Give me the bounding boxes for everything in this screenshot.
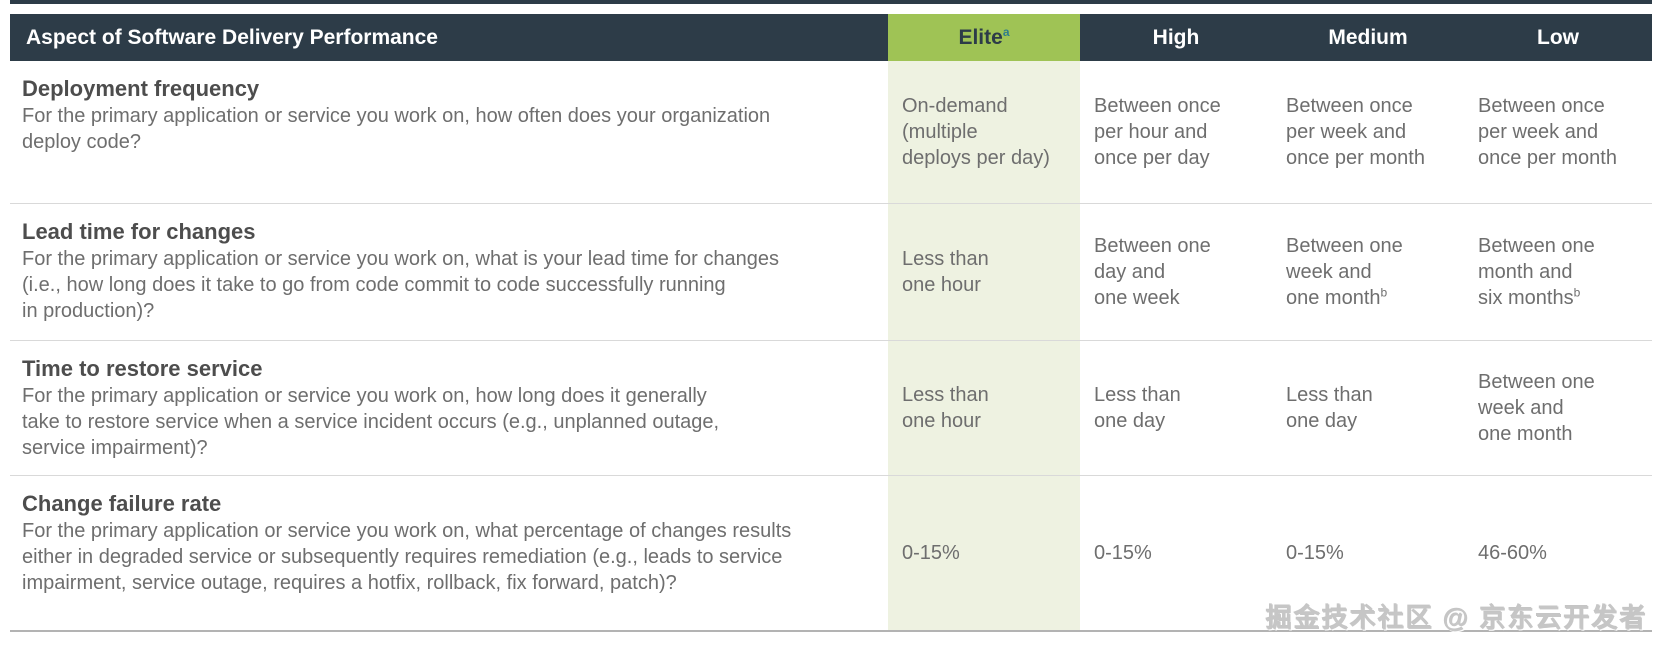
cell-value: On-demand (multiple deploys per day) xyxy=(902,95,1050,169)
low-value-cell: Between once per week and once per month xyxy=(1464,61,1652,203)
medium-value-cell: 0-15% xyxy=(1272,476,1464,630)
software-delivery-performance-table: Aspect of Software Delivery Performance … xyxy=(10,14,1652,632)
medium-header-label: Medium xyxy=(1328,25,1408,49)
table-body: Deployment frequency For the primary app… xyxy=(10,61,1652,632)
cell-value: 0-15% xyxy=(902,542,960,564)
high-value-cell: Between once per hour and once per day xyxy=(1080,61,1272,203)
aspect-header-label: Aspect of Software Delivery Performance xyxy=(26,25,438,49)
row-description: For the primary application or service y… xyxy=(22,520,792,594)
aspect-cell: Time to restore service For the primary … xyxy=(10,341,888,475)
aspect-cell: Change failure rate For the primary appl… xyxy=(10,476,888,630)
table-row-time-to-restore-service: Time to restore service For the primary … xyxy=(10,340,1652,475)
table-header-row: Aspect of Software Delivery Performance … xyxy=(10,14,1652,61)
cell-value: 0-15% xyxy=(1094,542,1152,564)
aspect-cell: Deployment frequency For the primary app… xyxy=(10,61,888,203)
cell-value: 46-60% xyxy=(1478,542,1547,564)
elite-header-label: Elitea xyxy=(958,24,1010,49)
cell-value: Between one week and one month xyxy=(1478,371,1595,445)
medium-value-cell: Between once per week and once per month xyxy=(1272,61,1464,203)
elite-value-cell: 0-15% xyxy=(888,476,1080,630)
cell-value: 0-15% xyxy=(1286,542,1344,564)
high-header-label: High xyxy=(1152,25,1200,49)
cell-value: Less than one hour xyxy=(902,248,989,296)
cell-value: Less than one hour xyxy=(902,384,989,432)
column-header-high: High xyxy=(1080,14,1272,61)
footnote-marker-b: b xyxy=(1573,285,1581,300)
aspect-cell: Lead time for changes For the primary ap… xyxy=(10,204,888,340)
row-description: For the primary application or service y… xyxy=(22,105,771,153)
table-row-change-failure-rate: Change failure rate For the primary appl… xyxy=(10,475,1652,630)
column-header-elite: Elitea xyxy=(888,14,1080,61)
high-value-cell: 0-15% xyxy=(1080,476,1272,630)
cell-value: Between one week and one monthb xyxy=(1286,235,1403,309)
top-accent-bar xyxy=(10,0,1652,4)
elite-value-cell: Less than one hour xyxy=(888,204,1080,340)
row-title: Time to restore service xyxy=(22,356,263,381)
table-row-lead-time-for-changes: Lead time for changes For the primary ap… xyxy=(10,203,1652,340)
low-header-label: Low xyxy=(1537,25,1579,49)
row-description: For the primary application or service y… xyxy=(22,248,780,322)
table-row-deployment-frequency: Deployment frequency For the primary app… xyxy=(10,61,1652,203)
column-header-medium: Medium xyxy=(1272,14,1464,61)
medium-value-cell: Less than one day xyxy=(1272,341,1464,475)
cell-value: Between once per week and once per month xyxy=(1478,95,1617,169)
low-value-cell: 46-60% xyxy=(1464,476,1652,630)
cell-value: Between one month and six monthsb xyxy=(1478,235,1595,309)
row-title: Deployment frequency xyxy=(22,76,260,101)
watermark: 掘金技术社区 @ 京东云开发者 xyxy=(1266,603,1648,633)
low-value-cell: Between one week and one month xyxy=(1464,341,1652,475)
cell-value: Less than one day xyxy=(1286,384,1373,432)
cell-value: Less than one day xyxy=(1094,384,1181,432)
low-value-cell: Between one month and six monthsb xyxy=(1464,204,1652,340)
column-header-low: Low xyxy=(1464,14,1652,61)
high-value-cell: Less than one day xyxy=(1080,341,1272,475)
cell-value: Between one day and one week xyxy=(1094,235,1211,309)
medium-value-cell: Between one week and one monthb xyxy=(1272,204,1464,340)
row-title: Change failure rate xyxy=(22,491,222,516)
footnote-marker-b: b xyxy=(1380,285,1388,300)
cell-value: Between once per week and once per month xyxy=(1286,95,1425,169)
row-title: Lead time for changes xyxy=(22,219,256,244)
high-value-cell: Between one day and one week xyxy=(1080,204,1272,340)
cell-value: Between once per hour and once per day xyxy=(1094,95,1221,169)
elite-value-cell: On-demand (multiple deploys per day) xyxy=(888,61,1080,203)
column-header-aspect: Aspect of Software Delivery Performance xyxy=(10,14,888,61)
elite-value-cell: Less than one hour xyxy=(888,341,1080,475)
row-description: For the primary application or service y… xyxy=(22,385,720,459)
footnote-marker-a: a xyxy=(1002,24,1010,39)
